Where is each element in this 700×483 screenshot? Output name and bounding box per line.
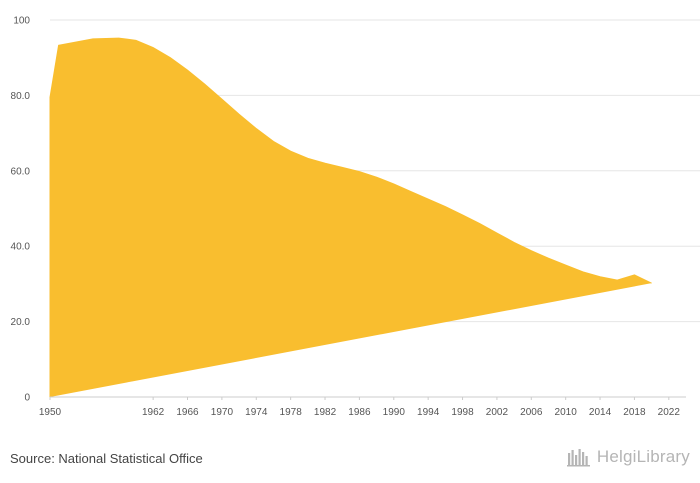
- plot-area: [49, 37, 652, 397]
- x-tick-label: 1966: [176, 407, 199, 418]
- y-tick-label: 80.0: [11, 91, 31, 102]
- x-tick-label: 1994: [417, 407, 440, 418]
- x-tick-label: 1986: [348, 407, 371, 418]
- y-tick-label: 100: [13, 16, 30, 27]
- y-tick-label: 20.0: [11, 317, 31, 328]
- library-icon: [566, 449, 590, 467]
- axes: 0 20.0 40.0 60.0 80.0 100 1950 1962 1966 1970 1974…: [11, 16, 686, 418]
- logo-text: HelgiLibrary: [596, 447, 690, 466]
- x-tick-label: 2002: [486, 407, 509, 418]
- x-tick-label: 1950: [39, 407, 62, 418]
- x-tick-label: 1970: [211, 407, 234, 418]
- x-tick-label: 2010: [555, 407, 578, 418]
- area-series: [49, 37, 652, 397]
- x-tick-label: 1962: [142, 407, 165, 418]
- x-tick-label: 1974: [245, 407, 268, 418]
- y-tick-label: 60.0: [11, 166, 31, 177]
- y-tick-label: 0: [24, 393, 30, 404]
- x-tick-label: 2018: [623, 407, 646, 418]
- x-tick-label: 2006: [520, 407, 543, 418]
- x-tick-label: 1982: [314, 407, 337, 418]
- x-tick-label: 2014: [589, 407, 612, 418]
- x-tick-label: 1978: [280, 407, 303, 418]
- x-tick-label: 2022: [658, 407, 681, 418]
- area-chart: 0 20.0 40.0 60.0 80.0 100 1950 1962 1966 1970 1974…: [11, 16, 700, 418]
- source-note: Source: National Statistical Office: [10, 451, 203, 466]
- x-tick-label: 1990: [383, 407, 406, 418]
- helgi-library-logo: HelgiLibrary: [566, 447, 690, 467]
- x-tick-label: 1998: [451, 407, 474, 418]
- y-tick-label: 40.0: [11, 242, 31, 253]
